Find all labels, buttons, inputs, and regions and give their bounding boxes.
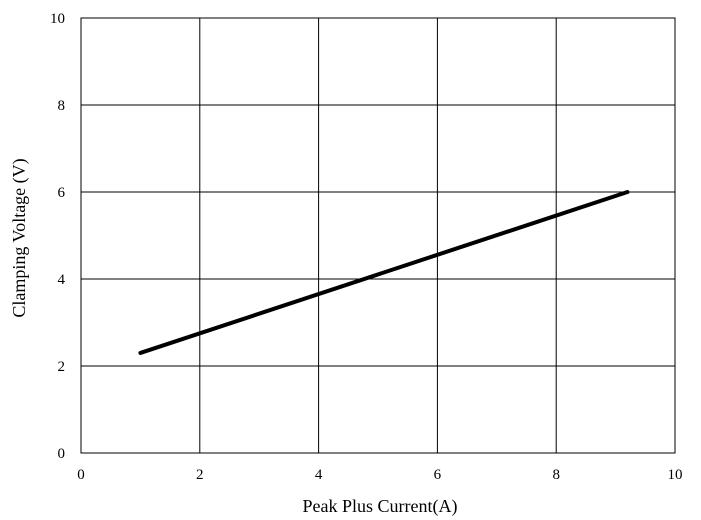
x-tick-label: 4 (315, 467, 323, 483)
plot-border (80, 17, 676, 454)
plot-area (81, 18, 675, 453)
y-tick-label: 8 (58, 98, 66, 114)
series-line (138, 190, 630, 355)
y-tick-label: 6 (58, 185, 66, 201)
x-tick-label: 8 (552, 467, 560, 483)
x-tick-label: 2 (196, 467, 204, 483)
x-tick-label: 0 (77, 467, 85, 483)
x-tick-label: 6 (434, 467, 442, 483)
y-tick-label: 4 (58, 272, 66, 288)
y-tick-label: 10 (50, 11, 65, 27)
x-axis-label: Peak Plus Current(A) (303, 496, 458, 517)
y-tick-label: 2 (58, 359, 66, 375)
y-tick-labels: 0 2 4 6 8 10 (50, 11, 66, 462)
series-layer (138, 190, 630, 355)
grid (81, 18, 675, 453)
x-tick-labels: 0 2 4 6 8 10 (77, 467, 682, 483)
y-axis-label: Clamping Voltage (V) (9, 158, 30, 317)
y-tick-label: 0 (58, 446, 66, 462)
x-tick-label: 10 (668, 467, 683, 483)
